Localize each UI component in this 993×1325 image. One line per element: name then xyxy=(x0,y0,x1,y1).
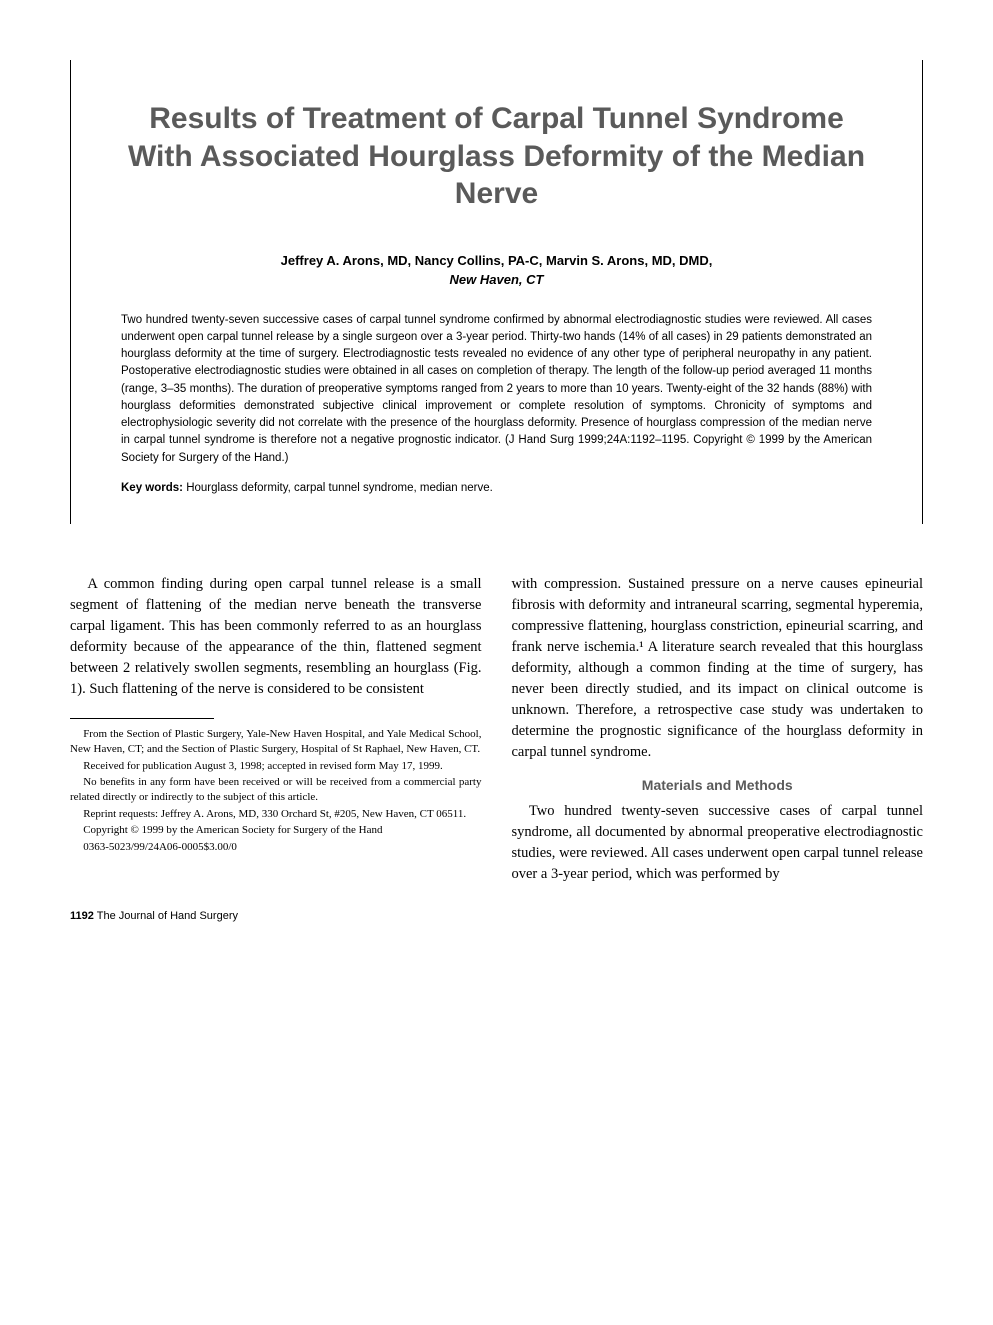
body-text-block: A common finding during open carpal tunn… xyxy=(70,574,482,700)
article-title: Results of Treatment of Carpal Tunnel Sy… xyxy=(121,100,872,213)
paragraph: Two hundred twenty-seven successive case… xyxy=(512,801,924,885)
footnote: 0363-5023/99/24A06-0005$3.00/0 xyxy=(70,840,482,855)
location-line: New Haven, CT xyxy=(121,272,872,287)
authors-line: Jeffrey A. Arons, MD, Nancy Collins, PA-… xyxy=(121,253,872,268)
page-footer: 1192 The Journal of Hand Surgery xyxy=(70,910,923,922)
footnote: Reprint requests: Jeffrey A. Arons, MD, … xyxy=(70,807,482,822)
keywords-line: Key words: Hourglass deformity, carpal t… xyxy=(121,482,872,494)
footnote: From the Section of Plastic Surgery, Yal… xyxy=(70,727,482,758)
paragraph: A common finding during open carpal tunn… xyxy=(70,574,482,700)
body-text-block: Two hundred twenty-seven successive case… xyxy=(512,801,924,885)
body-text-block: with compression. Sustained pressure on … xyxy=(512,574,924,763)
keywords-label: Key words: xyxy=(121,482,183,494)
body-columns: A common finding during open carpal tunn… xyxy=(70,574,923,885)
right-column: with compression. Sustained pressure on … xyxy=(512,574,924,885)
keywords-text: Hourglass deformity, carpal tunnel syndr… xyxy=(183,482,493,494)
article-header: Results of Treatment of Carpal Tunnel Sy… xyxy=(70,60,923,524)
paragraph: with compression. Sustained pressure on … xyxy=(512,574,924,763)
footnote: Received for publication August 3, 1998;… xyxy=(70,759,482,774)
footnote: No benefits in any form have been receiv… xyxy=(70,775,482,806)
page-number: 1192 xyxy=(70,910,94,922)
footnote: Copyright © 1999 by the American Society… xyxy=(70,823,482,838)
footnote-separator xyxy=(70,718,214,719)
journal-name: The Journal of Hand Surgery xyxy=(94,910,238,922)
section-heading-materials-methods: Materials and Methods xyxy=(512,777,924,793)
left-column: A common finding during open carpal tunn… xyxy=(70,574,482,885)
footnotes-block: From the Section of Plastic Surgery, Yal… xyxy=(70,727,482,855)
abstract-text: Two hundred twenty-seven successive case… xyxy=(121,312,872,467)
